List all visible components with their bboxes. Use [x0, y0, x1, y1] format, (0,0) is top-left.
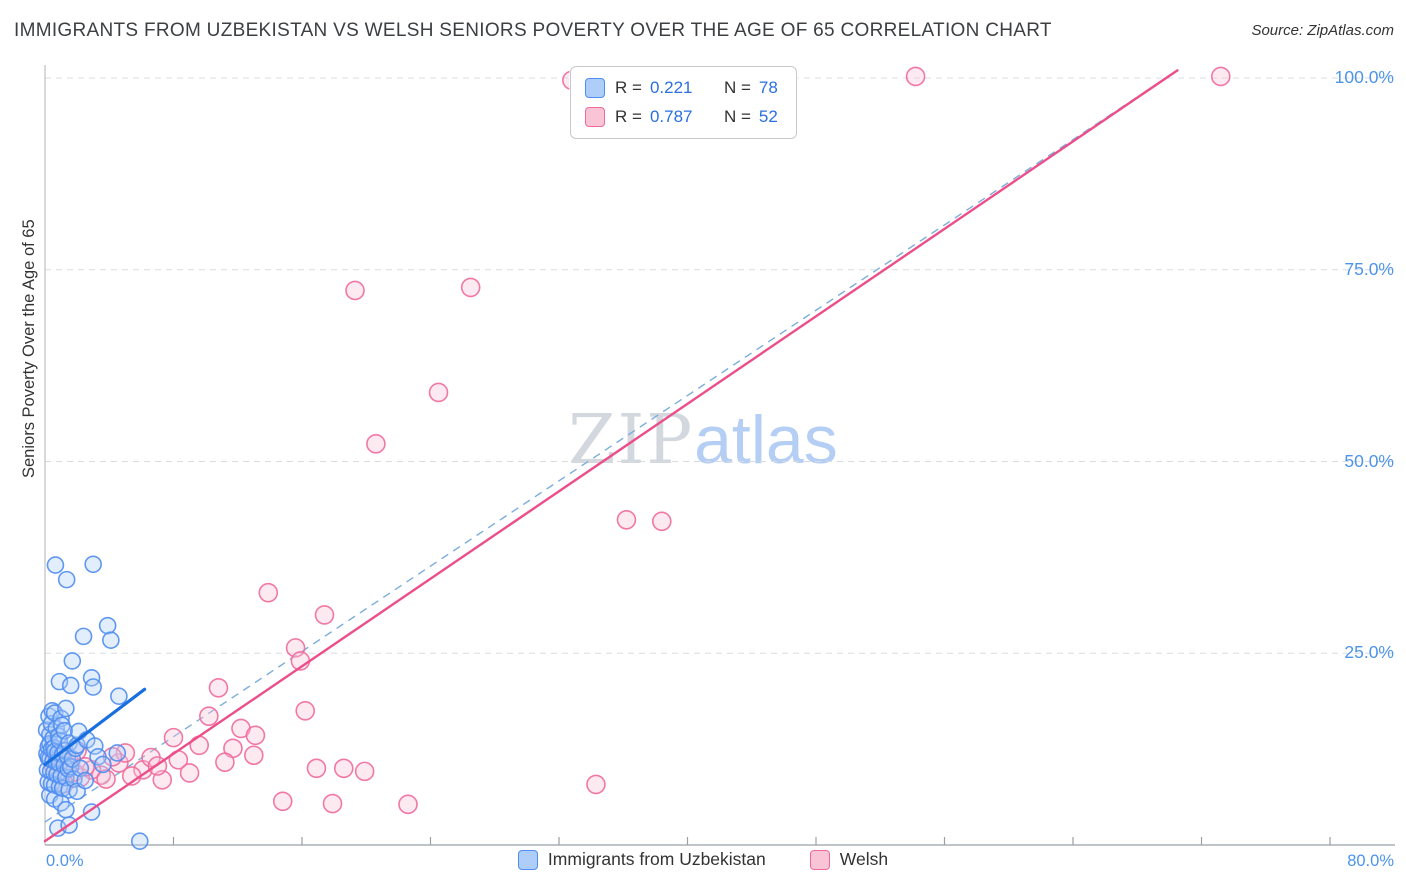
- correlation-stats-legend: R = 0.221 N = 78 R = 0.787 N = 52: [570, 66, 797, 139]
- data-point-welsh: [905, 66, 926, 87]
- data-point-welsh: [398, 794, 418, 815]
- data-point-uzbekistan: [46, 556, 65, 574]
- data-point-welsh: [258, 582, 279, 603]
- data-point-welsh: [295, 700, 316, 721]
- data-point-welsh: [244, 745, 264, 766]
- welsh-series-swatch: [585, 107, 605, 127]
- data-point-welsh: [163, 727, 184, 748]
- y-axis-tick-label: 50.0%: [1344, 450, 1394, 471]
- welsh-legend-label: Welsh: [839, 849, 889, 869]
- n-label: N =: [723, 78, 751, 97]
- data-point-welsh: [460, 277, 481, 298]
- data-point-welsh: [1210, 66, 1231, 87]
- legend-item-uzbekistan: Immigrants from Uzbekistan: [517, 849, 766, 870]
- uzbekistan-legend-label: Immigrants from Uzbekistan: [547, 849, 766, 869]
- n-value-welsh: 52: [758, 107, 778, 126]
- data-point-welsh: [616, 509, 637, 530]
- stats-row-welsh: R = 0.787 N = 52: [585, 107, 778, 127]
- data-point-uzbekistan: [74, 627, 93, 646]
- data-point-uzbekistan: [61, 676, 80, 695]
- data-point-uzbekistan: [98, 616, 117, 635]
- trend-line-welsh-fit: [43, 69, 1179, 843]
- r-value-welsh: 0.787: [649, 107, 693, 126]
- data-point-welsh: [245, 725, 266, 746]
- data-point-welsh: [586, 774, 606, 795]
- y-axis-tick-label: 100.0%: [1334, 67, 1394, 87]
- welsh-legend-swatch: [809, 849, 830, 870]
- data-point-uzbekistan: [94, 755, 112, 774]
- y-axis-title: Seniors Poverty Over the Age of 65: [20, 219, 38, 478]
- trend-line-uzbekistan-fit-extended: [44, 69, 1178, 823]
- data-point-uzbekistan: [76, 771, 94, 790]
- data-point-uzbekistan: [84, 555, 102, 574]
- watermark-zip-text: ZIP: [568, 401, 695, 480]
- data-point-welsh: [333, 758, 354, 779]
- page-title: IMMIGRANTS FROM UZBEKISTAN VS WELSH SENI…: [14, 20, 1052, 41]
- data-point-welsh: [314, 605, 335, 625]
- data-point-uzbekistan: [57, 800, 75, 819]
- y-axis-tick-label: 75.0%: [1344, 258, 1394, 279]
- r-label: R =: [615, 78, 642, 97]
- series-legend: Immigrants from Uzbekistan Welsh: [0, 849, 1406, 870]
- data-point-welsh: [354, 761, 375, 782]
- uzbekistan-series-swatch: [585, 78, 605, 98]
- data-point-uzbekistan: [57, 570, 76, 589]
- data-point-welsh: [366, 434, 386, 454]
- watermark-atlas-text: atlas: [694, 402, 838, 478]
- data-point-welsh: [651, 511, 672, 532]
- data-point-welsh: [272, 791, 293, 812]
- data-point-uzbekistan: [130, 832, 149, 850]
- data-point-welsh: [199, 706, 219, 726]
- legend-item-welsh: Welsh: [809, 849, 889, 870]
- x-axis-min-label: 0.0%: [46, 852, 84, 870]
- uzbekistan-legend-swatch: [517, 849, 538, 870]
- data-point-uzbekistan: [108, 744, 127, 762]
- data-point-uzbekistan: [102, 631, 120, 650]
- r-label: R =: [615, 107, 642, 126]
- n-label: N =: [723, 107, 751, 126]
- r-value-uzbekistan: 0.221: [649, 78, 693, 97]
- data-point-welsh: [189, 735, 209, 756]
- n-value-uzbekistan: 78: [758, 78, 778, 97]
- data-point-uzbekistan: [84, 678, 102, 696]
- data-point-welsh: [208, 677, 229, 698]
- data-point-welsh: [96, 769, 116, 789]
- zipatlas-watermark: ZIPatlas: [568, 406, 838, 475]
- data-point-welsh: [215, 752, 235, 772]
- stats-row-uzbekistan: R = 0.221 N = 78: [585, 78, 778, 98]
- data-point-welsh: [428, 382, 449, 403]
- y-axis-tick-label: 25.0%: [1344, 642, 1394, 663]
- data-point-uzbekistan: [63, 652, 82, 670]
- data-point-uzbekistan: [53, 779, 72, 798]
- x-axis-max-label: 80.0%: [1347, 852, 1394, 870]
- data-point-uzbekistan: [57, 699, 75, 718]
- trend-line-uzbekistan-fit: [43, 687, 147, 767]
- source-attribution[interactable]: Source: ZipAtlas.com: [1251, 22, 1394, 39]
- data-point-welsh: [322, 793, 343, 814]
- data-point-uzbekistan: [110, 687, 128, 706]
- data-point-welsh: [345, 280, 365, 301]
- data-point-uzbekistan: [85, 737, 104, 755]
- data-point-welsh: [306, 758, 327, 779]
- data-point-welsh: [179, 763, 200, 783]
